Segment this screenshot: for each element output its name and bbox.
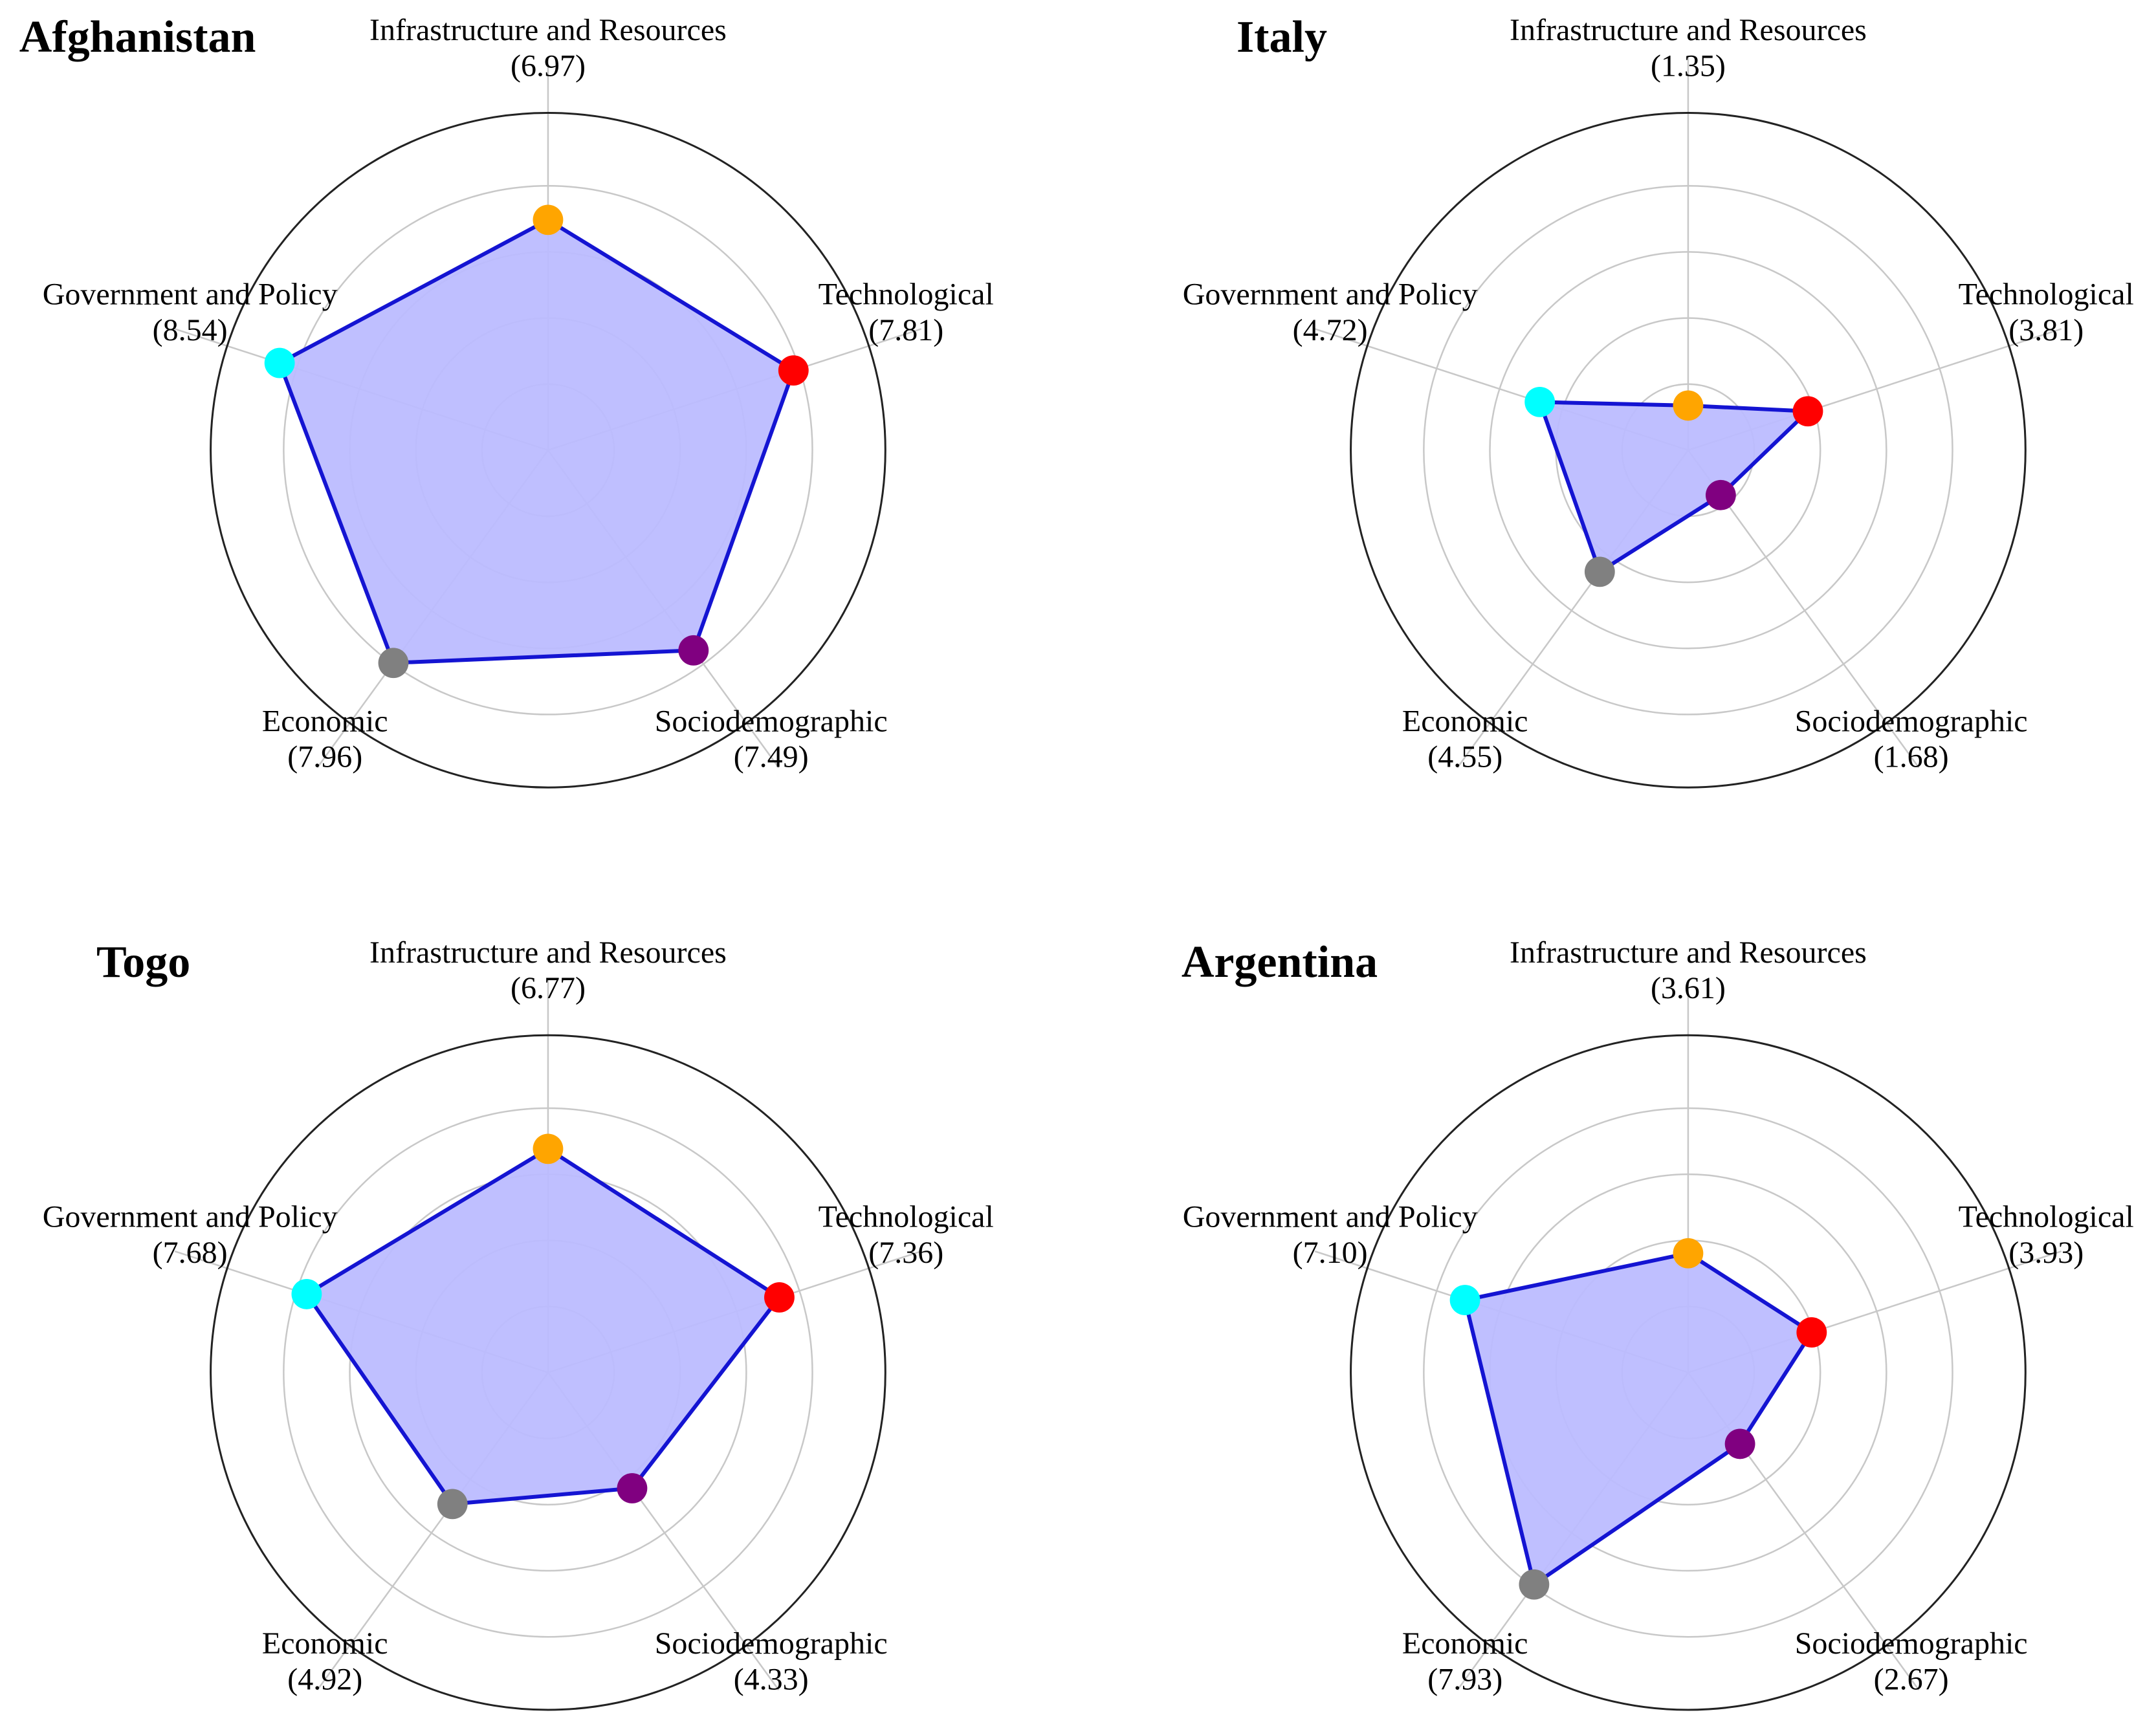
chart-title: Argentina [1182,937,1378,987]
value-label-infrastructure-and-resources: (3.61) [1651,971,1726,1005]
outer-frame [210,1034,886,1711]
outer-frame [210,111,886,789]
axis-label-economic: Economic [1402,704,1528,738]
data-point-infrastructure-and-resources [533,1133,564,1164]
axis-label-economic: Economic [262,704,388,738]
data-point-economic [437,1489,468,1520]
axis-label-infrastructure-and-resources: Infrastructure and Resources [369,13,727,47]
data-point-economic [1584,556,1615,587]
data-point-economic [378,648,409,679]
data-point-technological [1792,396,1823,427]
radar-panel-italy: Infrastructure and Resources(1.35) Techno… [1183,12,2134,789]
value-label-economic: (7.96) [287,740,362,774]
axis-label-sociodemographic: Sociodemographic [655,704,888,738]
axis-label-government-and-policy: Government and Policy [43,278,338,312]
chart-title: Italy [1237,12,1327,62]
axis-label-infrastructure-and-resources: Infrastructure and Resources [1510,13,1867,47]
outer-frame [1350,1034,2027,1711]
radar-panel-argentina: Infrastructure and Resources(3.61) Techno… [1182,935,2134,1711]
data-point-technological [764,1282,795,1313]
value-label-sociodemographic: (7.49) [734,740,809,774]
data-area-italy [1537,400,1810,574]
value-label-infrastructure-and-resources: (1.35) [1651,49,1726,83]
data-point-infrastructure-and-resources [1673,1238,1704,1269]
value-label-infrastructure-and-resources: (6.97) [511,49,586,83]
data-point-government-and-policy [1524,386,1556,417]
value-label-technological: (7.36) [868,1236,943,1270]
data-point-government-and-policy [291,1279,322,1309]
value-label-technological: (7.81) [868,313,943,347]
value-label-sociodemographic: (4.33) [734,1662,809,1696]
axis-label-sociodemographic: Sociodemographic [1795,704,2028,738]
value-label-government-and-policy: (7.68) [153,1236,228,1270]
value-label-government-and-policy: (7.10) [1293,1236,1368,1270]
axis-label-infrastructure-and-resources: Infrastructure and Resources [369,935,727,970]
value-label-sociodemographic: (1.68) [1874,740,1949,774]
data-point-infrastructure-and-resources [1673,390,1704,421]
axis-label-technological: Technological [1959,1199,2134,1234]
value-label-economic: (4.92) [287,1662,362,1696]
data-point-government-and-policy [264,347,295,378]
axis-label-technological: Technological [1959,278,2134,312]
value-label-government-and-policy: (4.72) [1293,313,1368,347]
axis-label-sociodemographic: Sociodemographic [655,1626,888,1661]
data-area-togo [304,1146,782,1506]
axis-label-government-and-policy: Government and Policy [43,1199,338,1234]
value-label-economic: (4.55) [1427,740,1502,774]
value-label-technological: (3.93) [2008,1236,2084,1270]
value-label-technological: (3.81) [2008,313,2084,347]
data-point-sociodemographic [1705,479,1736,510]
chart-title: Afghanistan [19,12,256,62]
data-area-argentina [1463,1251,1814,1587]
data-point-sociodemographic [1724,1428,1755,1459]
value-label-economic: (7.93) [1427,1662,1502,1696]
axis-label-government-and-policy: Government and Policy [1183,1199,1478,1234]
value-label-infrastructure-and-resources: (6.77) [511,971,586,1005]
data-point-technological [1796,1317,1827,1348]
value-label-government-and-policy: (8.54) [153,313,228,347]
radar-panel-togo: Infrastructure and Resources(6.77) Techno… [43,935,994,1711]
outer-frame [1350,111,2027,789]
radar-panel-afghanistan: Infrastructure and Resources(6.97) Techno… [19,12,994,789]
chart-title: Togo [96,937,190,987]
data-point-infrastructure-and-resources [533,204,564,235]
axis-label-technological: Technological [819,1199,994,1234]
axis-label-government-and-policy: Government and Policy [1183,278,1478,312]
data-point-government-and-policy [1449,1285,1480,1315]
axis-label-technological: Technological [819,278,994,312]
value-label-sociodemographic: (2.67) [1874,1662,1949,1696]
data-point-sociodemographic [678,635,709,666]
data-point-technological [778,355,809,386]
axis-label-economic: Economic [1402,1626,1528,1661]
data-point-sociodemographic [617,1473,648,1503]
axis-label-economic: Economic [262,1626,388,1661]
data-point-economic [1519,1569,1550,1600]
data-area-afghanistan [278,217,796,665]
axis-label-sociodemographic: Sociodemographic [1795,1626,2028,1661]
axis-label-infrastructure-and-resources: Infrastructure and Resources [1510,935,1867,970]
